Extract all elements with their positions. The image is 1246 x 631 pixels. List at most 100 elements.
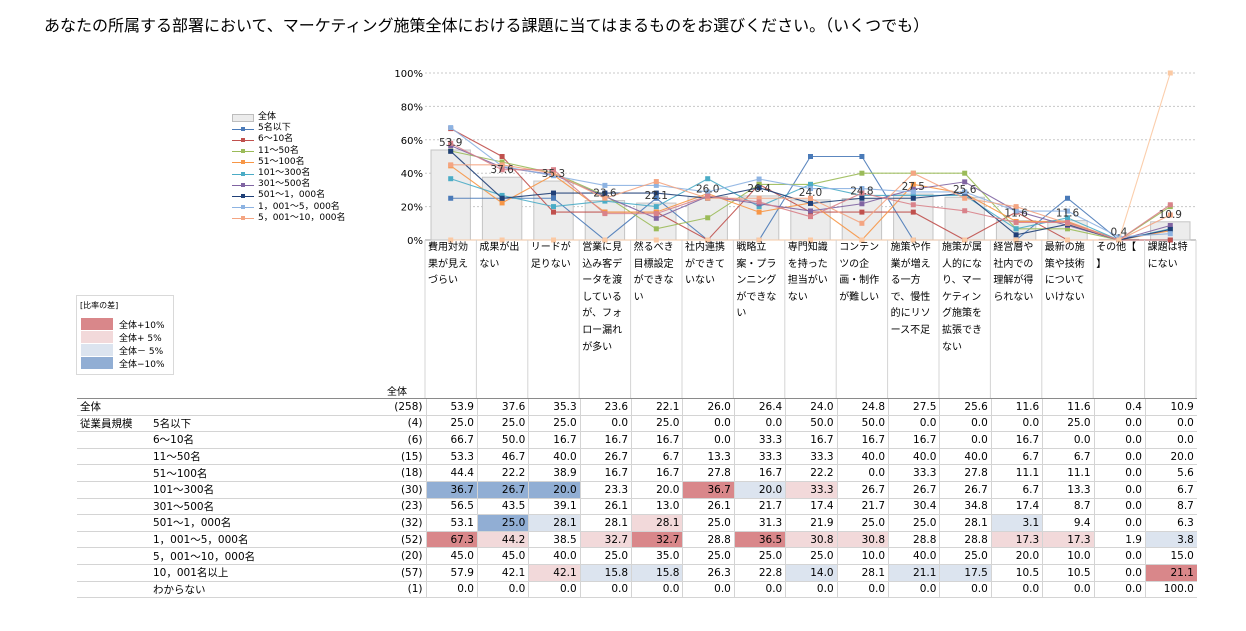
table-cell: 11.6 (1042, 398, 1095, 416)
table-cell: 0.0 (631, 581, 683, 599)
series-point (859, 209, 865, 215)
legend-item: 1，001～5，000名 (232, 202, 346, 213)
series-point (1167, 226, 1173, 232)
series-point (756, 181, 762, 187)
table-cell: 15.8 (631, 564, 683, 582)
table-cell: 28.8 (682, 531, 735, 549)
legend-label: 301～500名 (258, 179, 311, 190)
series-point (962, 189, 968, 195)
series-point (808, 154, 813, 159)
table-cell: 38.5 (528, 531, 581, 549)
table-cell: 20.0 (631, 481, 683, 499)
series-point (962, 179, 968, 185)
series-point (962, 237, 968, 243)
total-data-label: 26.0 (696, 184, 719, 196)
table-cell: 0.0 (579, 581, 632, 599)
group-label: 従業員規模 (77, 414, 150, 433)
series-point (499, 195, 505, 201)
table-cell: 45.0 (476, 547, 529, 565)
series-point (756, 185, 762, 191)
table-row: わからない (1) 0.0 0.0 0.0 0.0 0.0 0.0 0.0 0.0 0.0 0.0 0.… (77, 581, 1197, 599)
table-cell: 16.7 (990, 431, 1043, 449)
group-label (77, 431, 150, 449)
table-cell: 40.0 (939, 448, 992, 466)
table-cell: 30.8 (785, 531, 838, 549)
series-point (1013, 208, 1019, 214)
y-tick-label: 40% (401, 169, 423, 180)
series-point (551, 173, 556, 179)
series-point (859, 190, 865, 196)
series-point (859, 186, 865, 192)
legend-label: 6～10名 (258, 134, 294, 145)
table-cell: 37.6 (476, 398, 529, 416)
table-cell: 21.1 (1144, 564, 1197, 582)
series-point (1116, 234, 1122, 240)
series-point (448, 148, 454, 154)
total-data-label: 37.6 (490, 164, 514, 176)
table-cell: 0.0 (1093, 431, 1146, 449)
series-point (499, 237, 505, 243)
y-tick-label: 60% (401, 136, 423, 147)
column-header: その他【 】 (1096, 242, 1137, 270)
legend-item: 101～300名 (232, 168, 346, 179)
sample-size: (52) (280, 531, 426, 549)
table-cell: 0.0 (939, 414, 992, 433)
legend-item: 6～10名 (232, 134, 346, 145)
series-point (859, 154, 865, 159)
table-cell: 0.0 (579, 414, 632, 433)
table-cell: 0.0 (888, 414, 940, 433)
series-point (1013, 226, 1019, 232)
table-cell: 13.0 (631, 498, 683, 516)
table-cell: 26.7 (476, 481, 529, 499)
series-point (962, 208, 968, 214)
difference-label: 全体－ 5% (119, 346, 164, 357)
legend-swatch (232, 136, 254, 144)
series-point (808, 214, 813, 220)
table-cell: 0.0 (476, 581, 529, 599)
series-point (653, 204, 659, 210)
table-cell: 34.8 (939, 498, 992, 516)
y-tick-label: 0% (407, 236, 423, 247)
table-cell: 6.7 (990, 481, 1043, 499)
series-point (551, 195, 556, 201)
total-data-label: 0.4 (1111, 226, 1128, 238)
series-point (910, 170, 916, 176)
series-point (910, 189, 916, 195)
legend-label: 全体 (258, 112, 277, 122)
series-point (910, 209, 916, 215)
legend-swatch (232, 147, 254, 155)
column-header: リードが足りない (530, 242, 571, 270)
table-cell: 21.9 (785, 514, 838, 532)
column-header: 社内連携ができていない (685, 242, 725, 287)
table-cell: 8.7 (1042, 498, 1095, 516)
series-point (1065, 208, 1070, 214)
legend-label: 501～1，000名 (258, 190, 326, 201)
table-cell: 26.4 (733, 398, 786, 416)
table-cell: 28.1 (836, 564, 889, 582)
table-cell: 0.0 (1093, 564, 1146, 582)
row-label: 5名以下 (150, 414, 280, 433)
table-cell: 6.7 (1042, 448, 1095, 466)
table-cell: 0.0 (939, 431, 992, 449)
series-point (808, 195, 813, 201)
page-title: あなたの所属する部署において、マーケティング施策全体における課題に当てはまるもの… (44, 16, 930, 35)
legend-item: 301～500名 (232, 179, 346, 190)
table-cell: 57.9 (425, 564, 478, 582)
table-cell: 16.7 (528, 431, 581, 449)
table-cell: 0.0 (733, 581, 786, 599)
total-data-label: 25.6 (953, 184, 977, 196)
table-row: 301～500名 (23) 56.5 43.5 39.1 26.1 13.0 26.1 21.7… (77, 498, 1197, 516)
table-cell: 25.0 (476, 514, 529, 532)
difference-label: 全体+ 5% (119, 333, 162, 344)
sample-size: (258) (280, 398, 426, 416)
series-point (448, 125, 454, 131)
series-point (1167, 231, 1173, 237)
difference-legend-title: [比率の差] (80, 301, 119, 310)
row-label: 10，001名以上 (150, 564, 280, 582)
series-point (1167, 212, 1173, 218)
series-point (962, 195, 968, 201)
column-header: 専門知識を持った担当がいない (787, 242, 828, 303)
total-data-label: 24.0 (799, 187, 822, 199)
table-cell: 33.3 (733, 431, 786, 449)
difference-legend: [比率の差] 全体+10% 全体+ 5% 全体－ 5% 全体−10% (76, 295, 174, 375)
